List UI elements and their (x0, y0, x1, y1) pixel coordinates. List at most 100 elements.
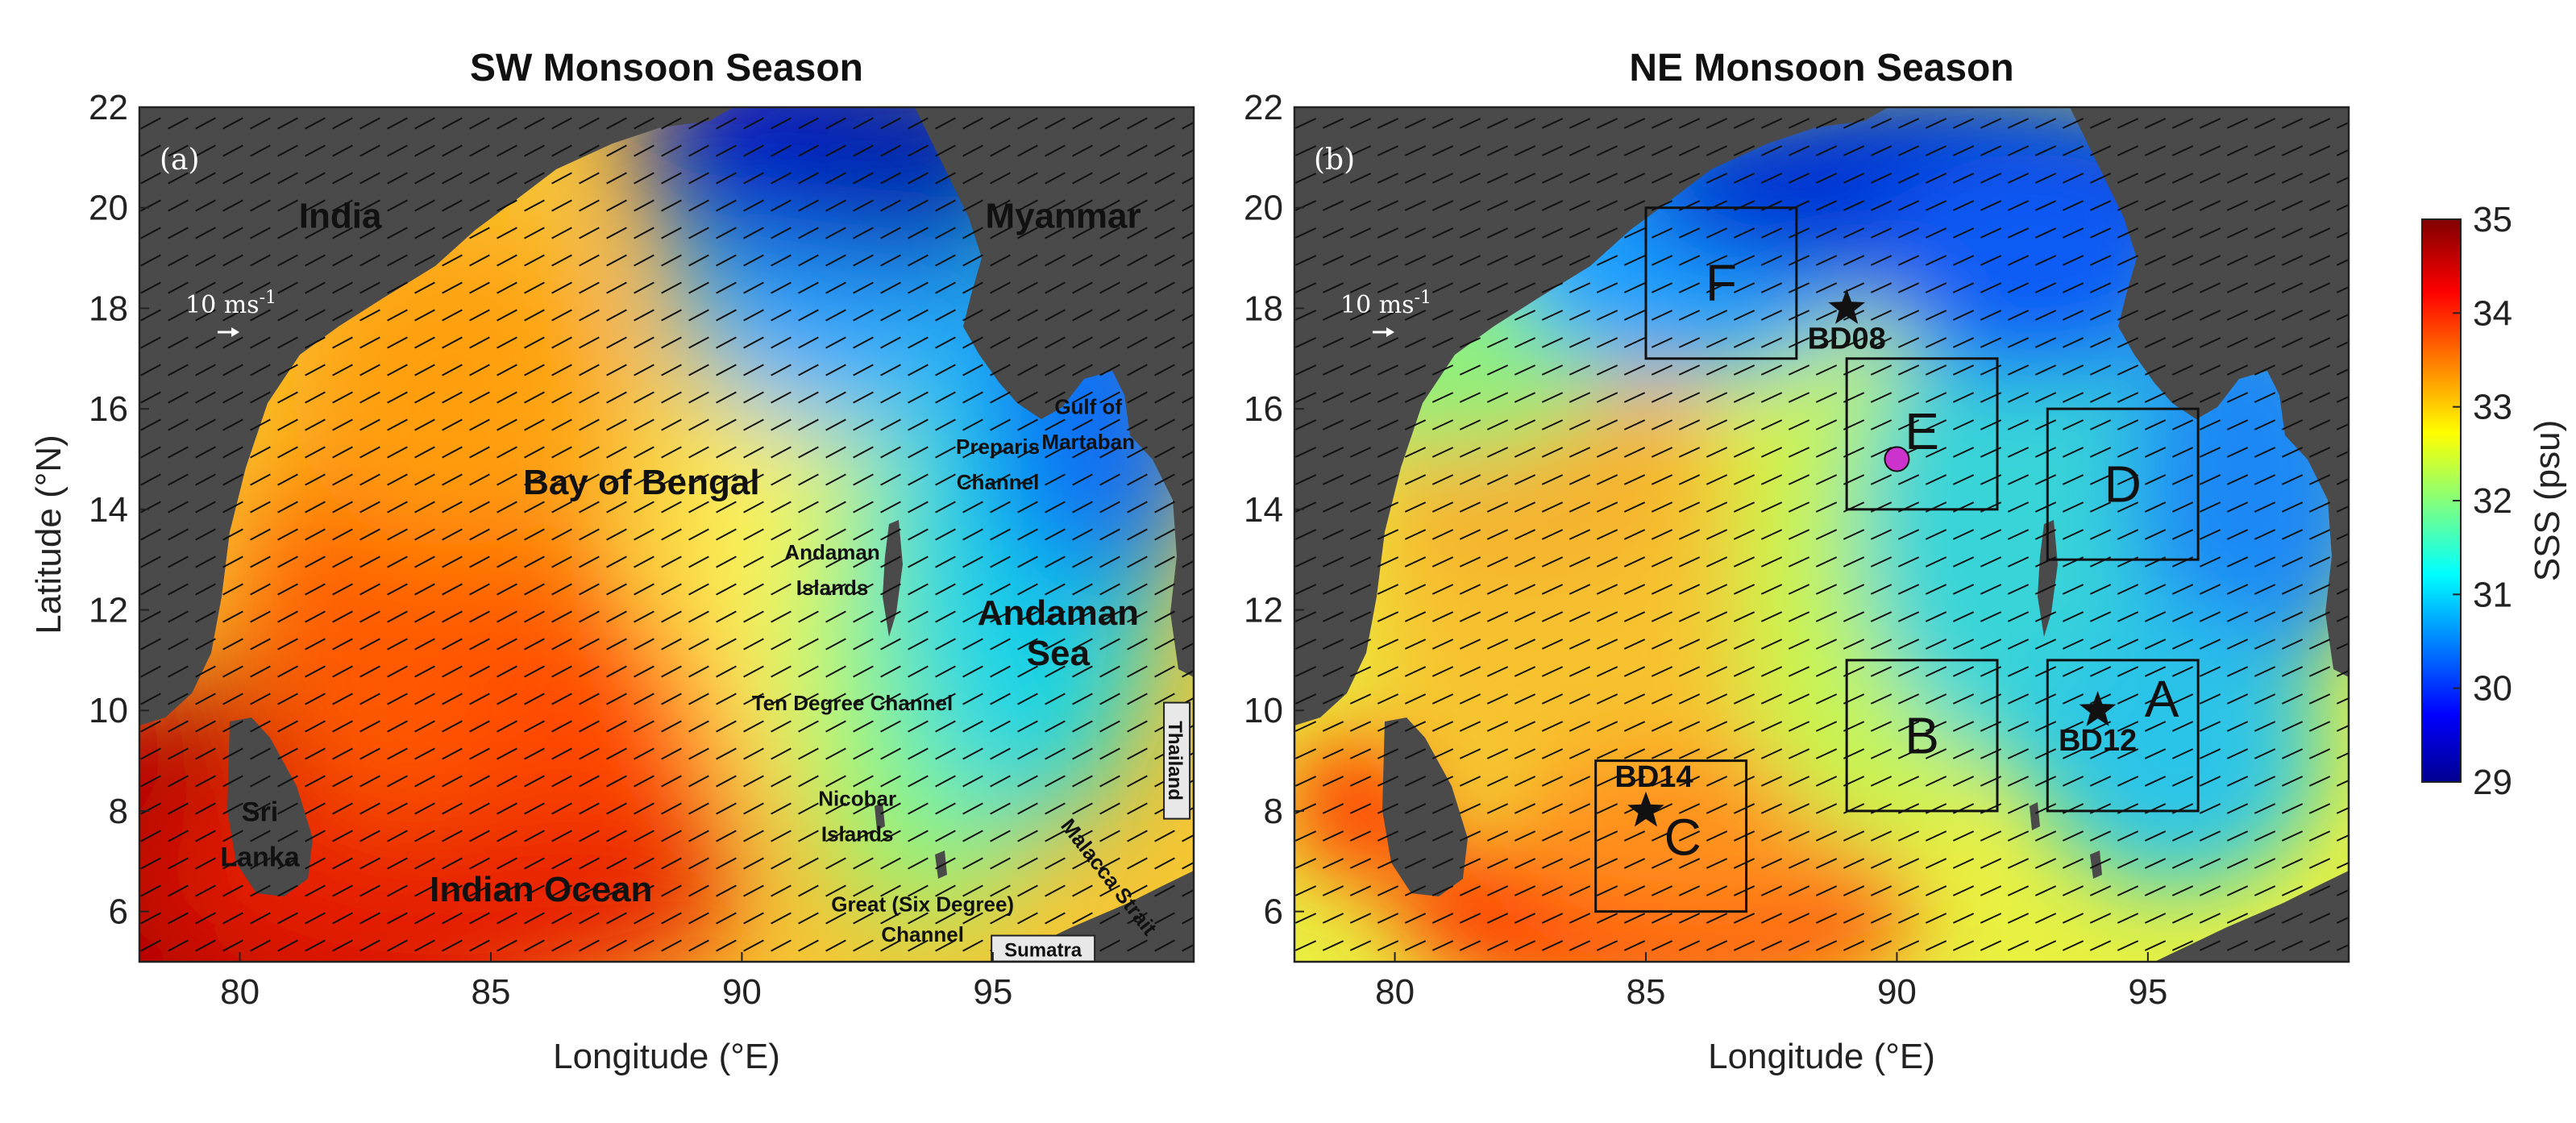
wind-arrow (1843, 118, 1865, 129)
wind-arrow (1322, 638, 1344, 650)
wind-arrow (1596, 501, 1618, 513)
wind-arrow (305, 775, 326, 788)
wind-arrow (1980, 913, 2002, 924)
wind-arrow (716, 939, 737, 952)
wind-arrow (2308, 721, 2331, 732)
wind-arrow (2281, 337, 2304, 348)
wind-arrow (579, 720, 600, 733)
wind-arrow (2089, 885, 2112, 896)
wind-arrow (2034, 474, 2057, 485)
wind-arrow (524, 172, 545, 185)
wind-arrow (195, 884, 216, 897)
wind-arrow (2226, 913, 2249, 924)
wind-arrow (1760, 310, 1783, 321)
wind-arrow (1127, 665, 1148, 678)
wind-arrow (524, 254, 545, 267)
wind-arrow (1897, 227, 1920, 239)
wind-arrow (798, 857, 819, 870)
wind-arrow (1099, 117, 1120, 130)
wind-arrow (1322, 447, 1344, 458)
wind-arrow (305, 501, 326, 514)
wind-arrow (1072, 501, 1093, 514)
wind-arrow (1706, 529, 1728, 540)
wind-arrow (1404, 721, 1427, 732)
wind-arrow (277, 939, 298, 952)
wind-arrow (661, 665, 682, 678)
wind-arrow (798, 775, 819, 788)
wind-arrow (853, 857, 874, 870)
wind-arrow (908, 254, 929, 267)
wind-arrow (305, 309, 326, 322)
wind-arrow (825, 583, 846, 596)
wind-arrow (853, 555, 874, 568)
wind-arrow (2062, 200, 2084, 211)
wind-arrow (2089, 830, 2112, 842)
wind-arrow (524, 830, 545, 842)
wind-arrow (771, 638, 791, 651)
wind-arrow (222, 227, 243, 239)
wind-arrow (497, 473, 517, 486)
wind-arrow (661, 555, 682, 568)
wind-arrow (1182, 422, 1194, 431)
wind-arrow (195, 665, 216, 678)
wind-arrow (250, 501, 271, 514)
wind-arrow (1322, 419, 1344, 430)
wind-arrow (2226, 885, 2249, 896)
wind-arrow (1322, 310, 1344, 321)
wind-arrow (771, 610, 791, 623)
wind-arrow (1870, 255, 1893, 266)
wind-arrow (661, 473, 682, 486)
wind-arrow (1678, 721, 1701, 732)
wind-arrow (1045, 775, 1066, 788)
wind-arrow (716, 391, 737, 404)
wind-arrow (2254, 529, 2276, 540)
wind-arrow (414, 391, 435, 404)
wind-arrow (908, 802, 929, 815)
wind-arrow (880, 747, 901, 760)
wind-arrow (606, 446, 627, 459)
wind-arrow (1870, 310, 1893, 321)
wind-arrow (1431, 255, 1454, 266)
wind-arrow (168, 693, 189, 705)
wind-arrow (277, 227, 298, 239)
wind-arrow (222, 501, 243, 514)
wind-arrow (277, 254, 298, 267)
wind-arrow (551, 857, 572, 870)
wind-arrow (1733, 173, 1755, 184)
wind-arrow (1788, 885, 1810, 896)
wind-arrow (2254, 776, 2276, 787)
wind-arrow (305, 802, 326, 815)
wind-arrow (1514, 611, 1536, 622)
wind-arrow (1815, 913, 1838, 924)
wind-arrow (1459, 611, 1481, 622)
wind-arrow (524, 884, 545, 897)
wind-arrow (195, 775, 216, 788)
wind-arrow (853, 665, 874, 678)
wind-arrow (1760, 392, 1783, 403)
wind-arrow (1514, 364, 1536, 376)
wind-arrow (688, 720, 709, 733)
wind-arrow (1404, 364, 1427, 376)
wind-arrow (1733, 364, 1755, 376)
wind-arrow (2281, 748, 2304, 759)
wind-arrow (222, 254, 243, 267)
wind-arrow (1045, 473, 1066, 486)
wind-arrow (1045, 172, 1066, 185)
wind-arrow (1788, 638, 1810, 650)
wind-arrow (1045, 802, 1066, 815)
ytick-label: 22 (1244, 88, 1283, 127)
wind-arrow (1349, 501, 1372, 513)
wind-arrow (2034, 830, 2057, 842)
wind-arrow (414, 638, 435, 651)
wind-arrow (798, 501, 819, 514)
wind-arrow (853, 583, 874, 596)
wind-arrow (1980, 337, 2002, 348)
wind-arrow (1843, 885, 1865, 896)
wind-arrow (168, 775, 189, 788)
ytick-label: 22 (89, 88, 128, 127)
wind-arrow (1678, 776, 1701, 787)
wind-arrow (1788, 227, 1810, 239)
wind-arrow (2117, 830, 2139, 842)
wind-arrow (743, 912, 764, 925)
wind-arrow (1486, 748, 1509, 759)
